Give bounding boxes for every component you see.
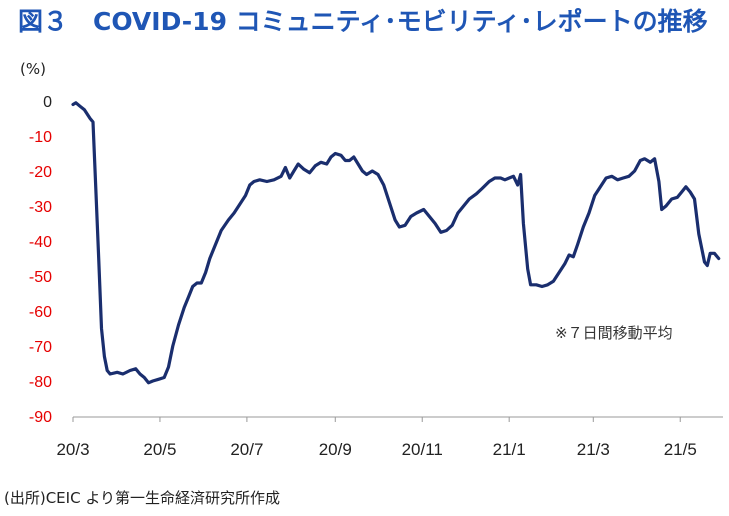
source-note: (出所)CEIC より第一生命経済研究所作成 bbox=[4, 489, 281, 507]
x-tick-label: 21/1 bbox=[493, 440, 526, 459]
y-tick-label: -40 bbox=[29, 234, 52, 251]
mobility-line-chart: 0-10-20-30-40-50-60-70-80-90 20/3 20/5 20/… bbox=[29, 94, 723, 459]
x-tick-label: 20/3 bbox=[56, 440, 89, 459]
x-tick-label: 20/7 bbox=[230, 440, 263, 459]
y-axis-ticks: 0 -10 -20 -30 -40 -50 -60 -70 -80 -90 bbox=[29, 94, 52, 426]
x-tick-label: 20/9 bbox=[319, 440, 352, 459]
y-axis-unit-label: (%) bbox=[20, 60, 46, 78]
y-tick-label: -20 bbox=[29, 164, 52, 181]
y-tick-label: -10 bbox=[29, 129, 52, 146]
x-tick-label: 20/11 bbox=[402, 440, 443, 459]
y-tick-label: -70 bbox=[29, 339, 52, 356]
y-tick-label: -50 bbox=[29, 269, 52, 286]
y-tick-label: -60 bbox=[29, 304, 52, 321]
x-axis-ticks: 20/3 20/5 20/7 20/9 20/11 21/1 21/3 21/5 bbox=[56, 417, 697, 459]
y-tick-label: -30 bbox=[29, 199, 52, 216]
y-tick-label: 0 bbox=[43, 94, 52, 111]
x-tick-label: 21/5 bbox=[664, 440, 697, 459]
y-tick-label: -90 bbox=[29, 409, 52, 426]
series-line bbox=[71, 101, 721, 385]
y-tick-label: -80 bbox=[29, 374, 52, 391]
x-tick-label: 20/5 bbox=[143, 440, 176, 459]
moving-average-note: ※７日間移動平均 bbox=[555, 324, 673, 342]
chart-title: 図３ COVID-19 コミュニティ･モビリティ･レポートの推移 bbox=[18, 7, 708, 36]
x-tick-label: 21/3 bbox=[577, 440, 610, 459]
